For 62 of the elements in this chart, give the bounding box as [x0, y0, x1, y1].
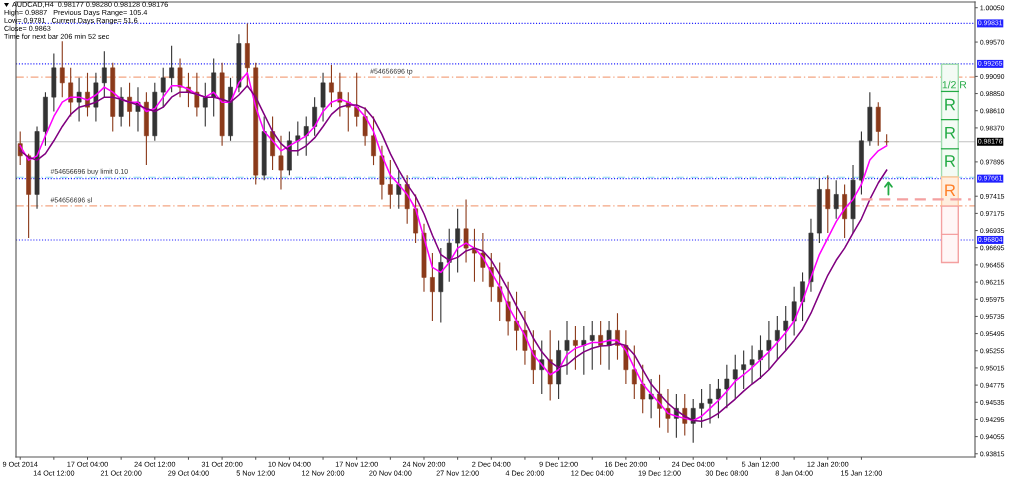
- candlestick: [833, 179, 839, 220]
- candlestick: [59, 40, 65, 98]
- candlestick: [665, 388, 671, 434]
- annotation: R: [945, 184, 956, 196]
- candlestick: [303, 115, 309, 157]
- candlestick: [699, 388, 704, 429]
- candlestick: [371, 115, 376, 166]
- candlestick: [480, 232, 486, 283]
- candlestick: [337, 72, 343, 118]
- candlestick: [127, 82, 132, 128]
- candlestick: [194, 72, 200, 118]
- candlestick: [76, 77, 82, 123]
- candlestick: [741, 349, 747, 390]
- candlestick: [631, 344, 637, 400]
- candlestick: [648, 378, 654, 419]
- candlestick: [581, 325, 587, 376]
- candlestick: [396, 169, 402, 210]
- annotation: 1/2 R: [942, 80, 967, 89]
- candlestick: [329, 64, 334, 108]
- candlestick: [354, 72, 360, 128]
- candlestick: [497, 261, 503, 322]
- candlestick: [589, 320, 595, 371]
- candlestick: [177, 57, 183, 98]
- candlestick: [758, 334, 763, 380]
- candlestick: [530, 329, 536, 385]
- candlestick: [724, 364, 730, 409]
- candlestick: [463, 198, 469, 263]
- candlestick: [169, 45, 175, 93]
- candlestick: [707, 383, 713, 424]
- candlestick: [791, 286, 797, 336]
- candlestick: [690, 398, 696, 444]
- candlestick: [387, 159, 393, 210]
- candlestick: [101, 50, 107, 98]
- candlestick: [800, 271, 805, 322]
- candlestick: [716, 378, 721, 419]
- candlestick: [160, 67, 166, 108]
- candlestick: [362, 106, 368, 147]
- candlestick: [118, 86, 124, 128]
- candlestick: [825, 174, 831, 234]
- candlestick: [783, 305, 789, 351]
- candlestick: [606, 320, 612, 371]
- candlestick: [766, 320, 772, 371]
- annotation: R: [945, 98, 956, 111]
- candlestick: [295, 120, 301, 157]
- candlestick: [640, 364, 646, 414]
- candlestick: [202, 82, 208, 128]
- candlestick: [749, 344, 755, 385]
- candlestick: [430, 252, 435, 322]
- candlestick: [455, 208, 461, 273]
- candlestick: [598, 320, 604, 366]
- candlestick: [514, 291, 519, 351]
- candlestick: [522, 310, 528, 366]
- candlestick: [564, 320, 570, 376]
- candlestick: [312, 96, 318, 137]
- annotation: R: [945, 127, 956, 139]
- annotation: R: [945, 155, 956, 167]
- candlestick: [774, 315, 780, 361]
- candlestick: [539, 339, 545, 395]
- candlestick: [573, 325, 578, 371]
- candlestick: [505, 281, 511, 336]
- candlestick: [732, 354, 738, 400]
- candlestick: [278, 135, 284, 190]
